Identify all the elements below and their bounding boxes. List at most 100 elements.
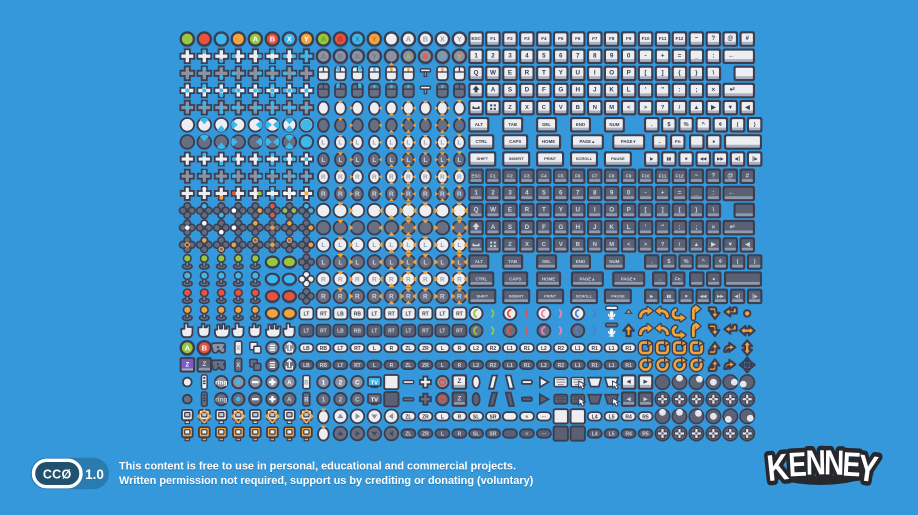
svg-text:R: R: [321, 174, 326, 181]
svg-text:ZR: ZR: [422, 363, 429, 369]
svg-text:L: L: [321, 157, 325, 164]
svg-text:L1: L1: [609, 363, 615, 369]
svg-text:6: 6: [559, 190, 563, 197]
svg-text:◀: ◀: [626, 379, 631, 385]
svg-text:A: A: [287, 380, 292, 387]
svg-text:L: L: [321, 242, 325, 249]
svg-text:H: H: [576, 224, 581, 231]
svg-text:F10: F10: [642, 36, 650, 41]
svg-text:R: R: [390, 346, 394, 352]
svg-text:L4: L4: [592, 414, 598, 420]
svg-text:≡: ≡: [525, 414, 528, 420]
svg-text:_: _: [694, 190, 699, 197]
svg-text:SL: SL: [473, 414, 479, 420]
svg-text:R: R: [389, 294, 394, 301]
svg-text:Y: Y: [304, 35, 309, 44]
svg-text:L: L: [355, 157, 359, 164]
svg-text:B: B: [202, 343, 208, 352]
svg-text:L1: L1: [575, 363, 581, 369]
svg-text:PAGE▲: PAGE▲: [580, 276, 596, 281]
svg-text:A: A: [287, 397, 292, 404]
svg-text:F: F: [542, 224, 546, 231]
svg-text:NUM: NUM: [609, 122, 619, 127]
svg-text:R5: R5: [642, 432, 649, 438]
svg-text:~: ~: [695, 173, 699, 179]
svg-text:=: =: [678, 190, 682, 197]
svg-text:≡: ≡: [525, 432, 528, 438]
svg-text:6: 6: [559, 52, 563, 59]
svg-text:R: R: [355, 277, 360, 284]
svg-text:A: A: [491, 87, 496, 94]
svg-text:T: T: [542, 207, 546, 214]
svg-text:ZR: ZR: [422, 346, 429, 352]
svg-text:O: O: [609, 70, 614, 77]
svg-text:F: F: [542, 87, 546, 94]
svg-text:L: L: [373, 346, 376, 352]
svg-text:RT: RT: [354, 363, 361, 369]
svg-text:E: E: [508, 207, 512, 214]
svg-text:J: J: [593, 87, 597, 94]
svg-text:C: C: [542, 105, 547, 111]
svg-text:O: O: [609, 207, 614, 214]
svg-text:?: ?: [712, 173, 716, 179]
svg-text:N: N: [593, 105, 597, 111]
svg-text:B: B: [576, 242, 580, 248]
svg-text:1: 1: [322, 397, 326, 404]
svg-text:D: D: [525, 87, 530, 94]
svg-text:.: .: [651, 122, 653, 128]
svg-text:END: END: [576, 122, 585, 127]
svg-text:▶▶: ▶▶: [716, 156, 724, 161]
svg-text:F8: F8: [609, 173, 615, 178]
svg-text:▲: ▲: [694, 242, 700, 248]
svg-text:R: R: [457, 174, 462, 181]
svg-text:F5: F5: [558, 36, 564, 41]
svg-text:ring: ring: [215, 380, 227, 387]
svg-text:ZL: ZL: [405, 346, 411, 352]
svg-text:LB: LB: [303, 363, 310, 369]
svg-text:Y: Y: [559, 207, 564, 214]
svg-text:L: L: [338, 259, 342, 266]
svg-text:A: A: [406, 35, 412, 44]
svg-text:F1: F1: [490, 36, 496, 41]
svg-text:A: A: [406, 52, 412, 61]
svg-text:R: R: [338, 294, 343, 301]
svg-text:L: L: [372, 259, 376, 266]
svg-text:R: R: [372, 174, 377, 181]
svg-text:>: >: [644, 105, 648, 111]
svg-text:▼: ▼: [727, 105, 733, 111]
svg-text:E: E: [787, 445, 807, 485]
svg-text:2: 2: [491, 52, 495, 59]
svg-text:■: ■: [685, 156, 688, 161]
svg-text:●: ●: [712, 139, 715, 145]
svg-text:[: [: [645, 207, 648, 214]
svg-text:Q: Q: [474, 207, 479, 214]
svg-text:+: +: [661, 52, 665, 59]
svg-text:': ': [645, 224, 647, 231]
svg-text:This content is free to use in: This content is free to use in personal,…: [119, 461, 516, 473]
svg-text:^: ^: [702, 122, 706, 128]
svg-text:LT: LT: [304, 311, 310, 317]
svg-text:INSERT: INSERT: [509, 294, 524, 299]
svg-text:Written permission not require: Written permission not required, support…: [119, 475, 534, 487]
svg-text:RT: RT: [320, 329, 327, 335]
svg-text:R: R: [372, 294, 377, 301]
svg-text:SCROLL: SCROLL: [576, 294, 593, 299]
svg-text:R1: R1: [524, 346, 531, 352]
svg-text:◀◀: ◀◀: [699, 156, 707, 161]
svg-text:F6: F6: [575, 173, 581, 178]
svg-text:Fn: Fn: [675, 276, 681, 281]
svg-text:L: L: [321, 259, 325, 266]
svg-text:T: T: [542, 70, 546, 77]
svg-text:F4: F4: [541, 173, 547, 178]
svg-text:L: L: [406, 242, 410, 249]
svg-text:L: L: [457, 157, 461, 164]
svg-text:LT: LT: [338, 363, 344, 369]
svg-text:R: R: [338, 174, 343, 181]
svg-text:PAUSE: PAUSE: [611, 294, 625, 299]
svg-text:ZR: ZR: [422, 414, 429, 420]
svg-text:K: K: [609, 87, 614, 94]
svg-text:L: L: [355, 259, 359, 266]
svg-text:Z: Z: [508, 105, 512, 111]
svg-text:×: ×: [712, 224, 716, 231]
svg-text:W: W: [490, 207, 496, 214]
